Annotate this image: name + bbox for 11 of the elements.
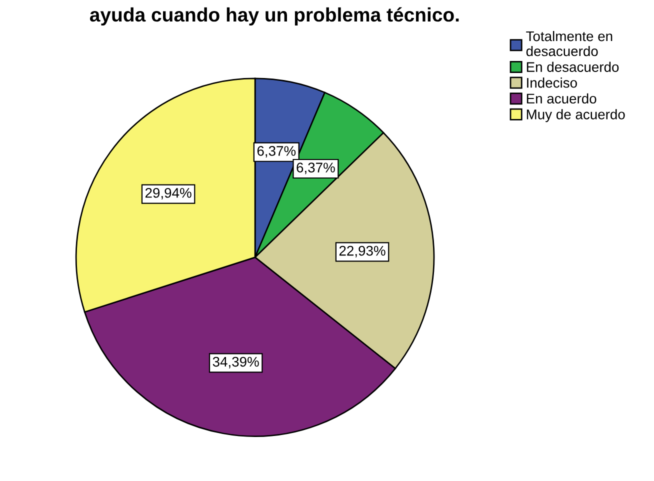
chart-title: ayuda cuando hay un problema técnico. [90,7,459,26]
data-label: 34,39% [212,356,259,368]
legend-label: Totalmente en desacuerdo [526,30,612,56]
data-label: 29,94% [145,188,192,200]
data-label: 6,37% [257,146,296,158]
legend-label: En acuerdo [526,93,596,104]
legend-label: En desacuerdo [526,62,619,72]
legend-label: Muy de acuerdo [526,109,625,122]
data-label: 22,93% [339,246,386,258]
legend-label: Indeciso [527,78,577,88]
data-label: 6,37% [296,162,335,174]
